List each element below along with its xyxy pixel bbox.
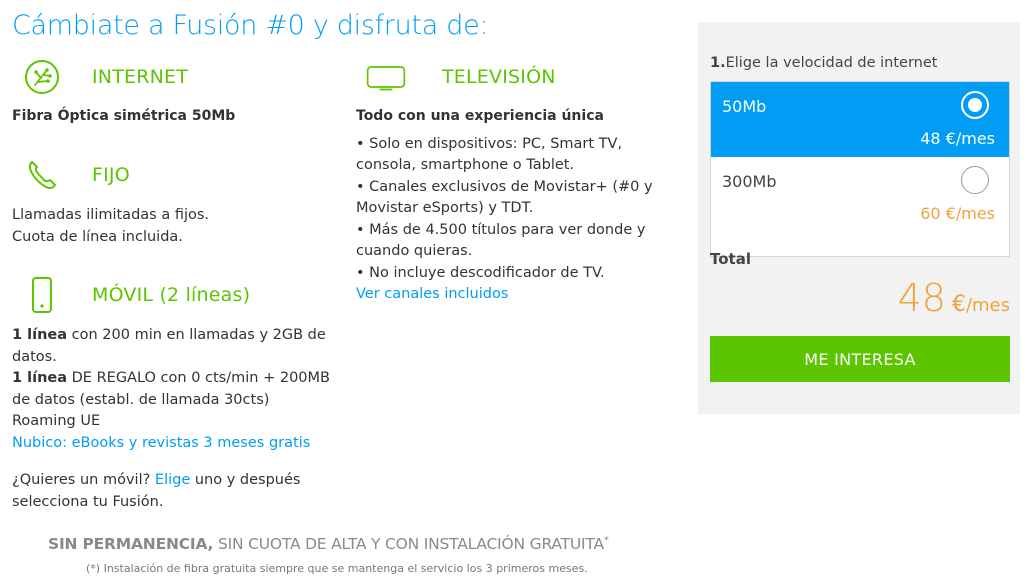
footer-asterisk: * [603, 535, 609, 546]
movil-line-2-rest: DE REGALO con 0 cts/min + 200MB de datos… [12, 370, 330, 408]
tv-icon [366, 57, 406, 97]
internet-label: INTERNET [92, 66, 189, 88]
tv-subtitle: Todo con una experiencia única [356, 108, 604, 124]
speed-option-50mb[interactable]: 50Mb 48 €/mes [711, 82, 1009, 157]
fijo-label: FIJO [92, 164, 130, 186]
movil-line-1-bold: 1 línea [12, 327, 68, 343]
ver-canales-link[interactable]: Ver canales incluidos [356, 286, 509, 302]
fijo-description: Llamadas ilimitadas a fijos. Cuota de lí… [12, 205, 209, 248]
movil-line-1: 1 línea con 200 min en llamadas y 2GB de… [12, 325, 332, 368]
step-text: Elige la velocidad de internet [725, 55, 938, 71]
radio-selected-icon[interactable] [961, 91, 989, 119]
step-number: 1. [710, 55, 726, 71]
movil-roaming: Roaming UE [12, 413, 101, 429]
footer-note: (*) Instalación de fibra gratuita siempr… [86, 562, 588, 575]
footer-conditions: SIN PERMANENCIA, SIN CUOTA DE ALTA Y CON… [48, 535, 609, 553]
movil-heading: MÓVIL (2 líneas) [22, 275, 250, 315]
movil-line-2-bold: 1 línea [12, 370, 68, 386]
tv-bullet: • Canales exclusivos de Movistar+ (#0 y … [356, 178, 653, 217]
movil-question: ¿Quieres un móvil? Elige uno y después s… [12, 470, 332, 513]
movil-description: 1 línea con 200 min en llamadas y 2GB de… [12, 325, 332, 454]
tv-label: TELEVISIÓN [442, 66, 556, 88]
internet-description: Fibra Óptica simétrica 50Mb [12, 108, 236, 124]
radio-unselected-icon[interactable] [961, 166, 989, 194]
footer-rest: SIN CUOTA DE ALTA Y CON INSTALACIÓN GRAT… [213, 535, 604, 554]
pricing-panel: 1.Elige la velocidad de internet 50Mb 48… [698, 22, 1020, 414]
speed-option-price: 60 €/mes [920, 204, 995, 223]
mobile-icon [22, 275, 62, 315]
internet-heading: INTERNET [22, 57, 188, 97]
tv-heading: TELEVISIÓN [366, 57, 556, 97]
speed-option-price: 48 €/mes [920, 129, 995, 148]
movil-line-1-rest: con 200 min en llamadas y 2GB de datos. [12, 327, 326, 365]
tv-bullet: • No incluye descodificador de TV. [356, 264, 605, 281]
elige-link[interactable]: Elige [154, 472, 191, 488]
speed-option-name: 50Mb [722, 97, 767, 116]
question-pre: ¿Quieres un móvil? [12, 472, 155, 488]
page-title: Cámbiate a Fusión #0 y disfruta de: [12, 10, 489, 41]
fijo-line-2: Cuota de línea incluida. [12, 228, 183, 245]
fiber-icon [22, 57, 62, 97]
speed-step-label: 1.Elige la velocidad de internet [710, 55, 937, 71]
total-currency: € [951, 292, 966, 317]
fijo-line-1: Llamadas ilimitadas a fijos. [12, 207, 210, 223]
tv-bullet: • Más de 4.500 títulos para ver donde y … [356, 221, 646, 260]
phone-icon [22, 155, 62, 195]
speed-options: 50Mb 48 €/mes 300Mb 60 €/mes [710, 81, 1010, 257]
fijo-heading: FIJO [22, 155, 130, 195]
me-interesa-button[interactable]: ME INTERESA [710, 336, 1010, 382]
tv-bullet: • Solo en dispositivos: PC, Smart TV, co… [356, 135, 623, 174]
total-period: /mes [965, 295, 1010, 316]
speed-option-300mb[interactable]: 300Mb 60 €/mes [711, 157, 1009, 232]
total-price: 48 €/mes [898, 276, 1010, 320]
tv-description: Todo con una experiencia única • Solo en… [356, 106, 686, 306]
speed-option-name: 300Mb [722, 172, 777, 191]
total-amount: 48 [897, 276, 946, 320]
question-post: uno y después selecciona tu Fusión. [12, 472, 301, 510]
total-label: Total [710, 250, 751, 268]
nubico-link[interactable]: Nubico: eBooks y revistas 3 meses gratis [12, 434, 311, 451]
movil-label: MÓVIL (2 líneas) [92, 284, 251, 306]
footer-bold: SIN PERMANENCIA, [48, 535, 214, 554]
movil-line-2: 1 línea DE REGALO con 0 cts/min + 200MB … [12, 368, 332, 411]
